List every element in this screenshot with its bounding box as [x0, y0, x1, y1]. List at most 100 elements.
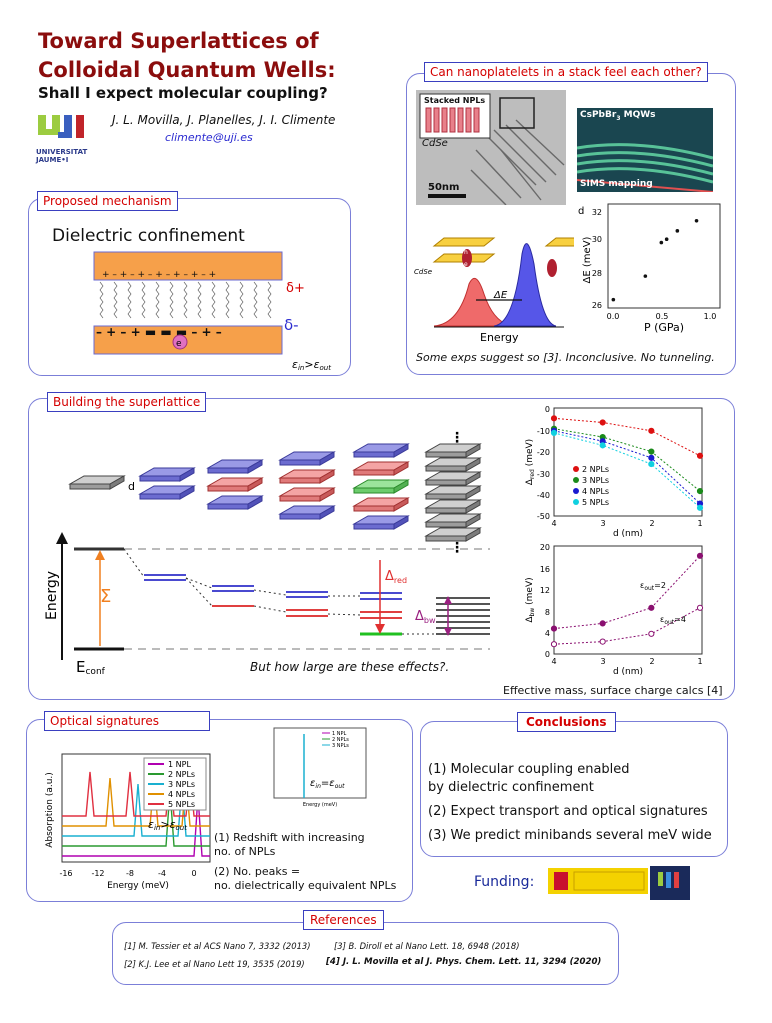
ptick-x-05: 0.5	[656, 312, 669, 321]
spectra-cartoon: h e CdSe ΔE Energy	[414, 237, 574, 344]
delta-red-legend: 2 NPLs 3 NPLs 4 NPLs 5 NPLs	[573, 465, 609, 507]
energy-arrow-icon	[56, 532, 68, 544]
svg-text:⋮: ⋮	[450, 540, 464, 556]
pressure-point	[694, 218, 699, 223]
rtick-x-2: 2	[649, 519, 654, 528]
delta-red-series	[550, 415, 704, 511]
red-peak	[433, 277, 515, 327]
band-levels	[144, 574, 402, 636]
cdse-small: CdSe	[414, 268, 432, 276]
dielectric-diagram: + – + – + – + – + – + – + – + – + ▬ ▬ ▬ …	[93, 251, 331, 372]
delta-red-xlabel: d (nm)	[613, 529, 643, 537]
mechanism-panel	[28, 198, 351, 376]
miniband-lines	[436, 597, 490, 635]
author-email[interactable]: climente@uji.es	[165, 131, 253, 144]
pressure-point	[611, 297, 616, 302]
btick-y-4: 4	[545, 629, 550, 638]
legend-4npls: 4 NPLs	[582, 487, 609, 496]
e-conf-label: Econf	[76, 658, 106, 677]
atick-x-0: 0	[191, 869, 196, 878]
series-point	[550, 641, 558, 648]
series-point	[648, 630, 655, 637]
delta-bw-frame	[553, 545, 703, 655]
blue-peak	[493, 243, 557, 327]
delta-bw-yticks: 0 4 8 12 16 20	[540, 543, 550, 659]
series-point	[696, 552, 704, 559]
rtick-x-3: 3	[600, 519, 605, 528]
ptick-y-32: 32	[592, 208, 602, 217]
svg-text:e: e	[464, 261, 468, 268]
rtick-y-10: -10	[537, 427, 550, 436]
rtick-y-0: 0	[545, 405, 550, 414]
sims-label: SIMS mapping	[580, 179, 653, 189]
energy-axis-label: Energy	[44, 571, 60, 620]
delta-red-chart: 0 -10 -20 -30 -40 -50 4 3 2 1 d (nm) Δre…	[525, 405, 704, 537]
mechanism-tag: Proposed mechanism	[37, 191, 178, 211]
atick-x-16: -16	[59, 869, 72, 878]
series-point	[550, 429, 558, 436]
eps-out-4-label: εout=4	[660, 615, 686, 626]
stack-inf: ⋮⋮	[425, 430, 481, 556]
optical-points: (1) Redshift with increasing no. of NPLs…	[214, 831, 396, 893]
btick-x-4: 4	[551, 657, 556, 666]
pressure-xlabel: P (GPa)	[644, 321, 684, 334]
field-lines	[99, 281, 272, 319]
cdse-label: CdSe	[422, 138, 448, 149]
atick-x-4: -4	[158, 869, 166, 878]
effects-question: But how large are these effects?.	[250, 660, 450, 674]
tem-texture	[416, 90, 566, 205]
series-line	[553, 430, 701, 504]
stack-5	[353, 443, 409, 530]
inset-legend-3: 3 NPLs	[332, 743, 349, 749]
title-line-2: Colloidal Quantum Wells:	[38, 58, 336, 82]
uji-small-logo	[650, 866, 690, 900]
series-line	[553, 607, 701, 645]
btick-y-16: 16	[540, 565, 550, 574]
logo-text-2: JAUME•I	[36, 156, 69, 164]
series-point	[599, 442, 606, 449]
rtick-y-50: -50	[537, 512, 550, 521]
delta-red-xticks: 4 3 2 1	[551, 519, 702, 528]
ref-2: [2] K.J. Lee et al Nano Lett 19, 3535 (2…	[124, 959, 305, 969]
optical-point-1b: no. of NPLs	[214, 845, 276, 858]
series-point	[696, 604, 704, 611]
scale-label: 50nm	[428, 182, 460, 193]
series-line	[553, 428, 701, 492]
conclusions-list: (1) Molecular coupling enabled by dielec…	[428, 761, 712, 845]
legend-3npls-abs: 3 NPLs	[168, 780, 195, 789]
absorption-legend: 1 NPL 2 NPLs 3 NPLs 4 NPLs 5 NPLs	[143, 757, 207, 811]
delta-red-label: Δred	[385, 569, 407, 585]
ref-1: [1] M. Tessier et al ACS Nano 7, 3332 (2…	[124, 941, 311, 951]
surface-charges: + – + – + – + – + – + – + – + – + ▬ ▬ ▬ …	[96, 270, 222, 339]
title-line-1: Toward Superlattices of	[38, 29, 319, 53]
electron-icon	[172, 334, 188, 350]
uji-logo-icon	[38, 115, 84, 138]
absorption-chart: 1 NPL 2 NPLs 3 NPLs 4 NPLs 5 NPLs εin>εo…	[45, 753, 211, 891]
eps-relation: εin>εout	[292, 358, 331, 372]
delta-red-frame	[553, 407, 703, 517]
ptick-y-28: 28	[592, 269, 602, 278]
conclusions-tag: Conclusions	[517, 712, 616, 732]
tem-image: Stacked NPLs CdSe 50nm	[416, 90, 566, 205]
svg-text:– + – + ▬ ▬ ▬ – + –: – + – + ▬ ▬ ▬ – + –	[96, 325, 222, 339]
btick-y-8: 8	[545, 608, 550, 617]
stacked-npls-label: Stacked NPLs	[424, 96, 486, 105]
absorption-xticks: -16 -12 -8 -4 0	[59, 869, 196, 878]
ptick-x-1: 1.0	[704, 312, 717, 321]
pressure-point	[643, 274, 648, 278]
series-point	[599, 620, 606, 627]
poster-title: Toward Superlattices of Colloidal Quantu…	[38, 27, 398, 85]
pressure-d-label: d	[578, 206, 584, 217]
absorption-xlabel: Energy (meV)	[107, 881, 169, 891]
conclusions-panel	[420, 721, 728, 857]
inset-legend-2: 2 NPLs	[332, 737, 349, 743]
uji-logo: UNIVERSITAT JAUME•I	[36, 112, 92, 164]
btick-x-1: 1	[697, 657, 702, 666]
conclusion-2: (2) Expect transport and optical signatu…	[428, 804, 708, 819]
mechanism-heading: Dielectric confinement	[52, 226, 245, 246]
optical-tag: Optical signatures	[44, 711, 210, 731]
stack-4	[279, 451, 335, 520]
delta-bw-xticks: 4 3 2 1	[551, 657, 702, 666]
delta-bw-xlabel: d (nm)	[613, 667, 643, 677]
conclusion-3: (3) We predict minibands several meV wid…	[428, 828, 712, 843]
